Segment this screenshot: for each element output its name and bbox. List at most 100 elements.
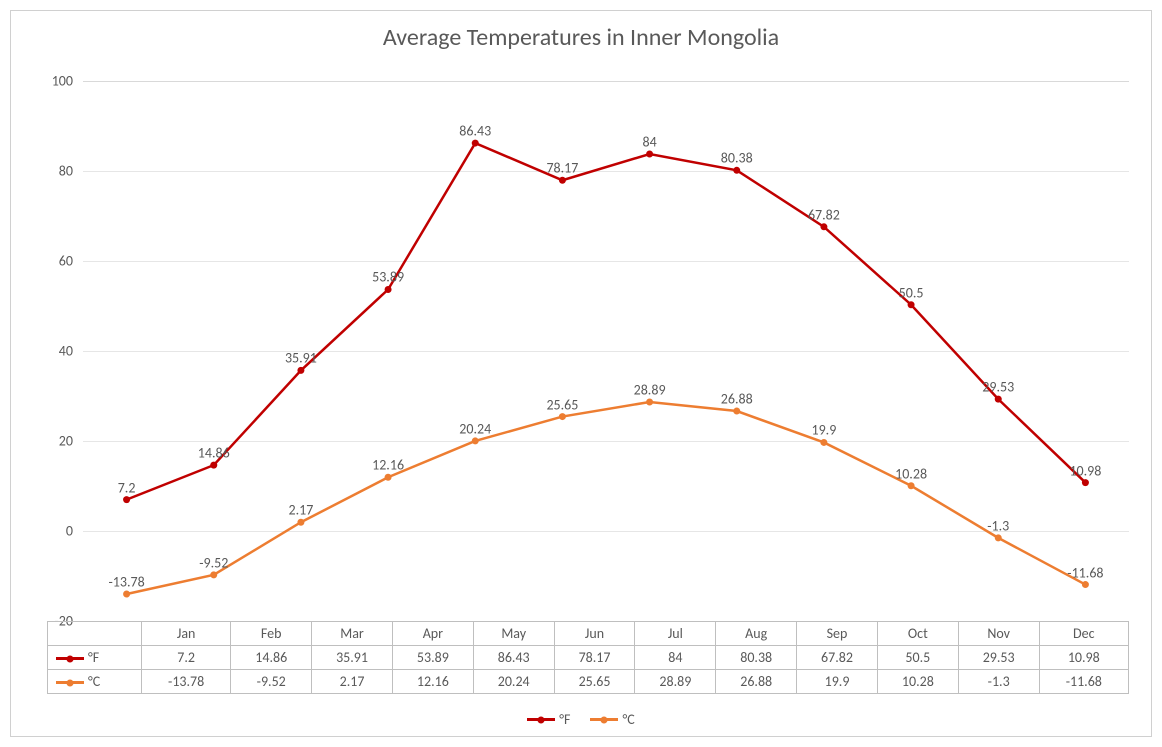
series-marker-f (646, 151, 653, 158)
data-label-c: 19.9 (811, 422, 836, 439)
data-label-c: -1.3 (987, 517, 1009, 534)
data-label-f: 10.98 (1069, 462, 1101, 479)
chart-container: Average Temperatures in Inner Mongolia -… (10, 10, 1152, 737)
data-label-c: -13.78 (108, 574, 144, 591)
series-marker-c (559, 413, 566, 420)
series-marker-f (733, 167, 740, 174)
series-marker-c (123, 591, 130, 598)
y-tick-label: 80 (33, 163, 73, 180)
legend-swatch-icon (590, 718, 618, 721)
series-marker-f (472, 140, 479, 147)
table-cell: 20.24 (473, 670, 554, 694)
table-cell: -1.3 (958, 670, 1039, 694)
series-line-f (127, 143, 1086, 500)
table-row-f: °F7.214.8635.9153.8986.4378.178480.3867.… (48, 646, 1129, 670)
series-marker-f (820, 223, 827, 230)
table-cell: 28.89 (635, 670, 716, 694)
table-header-cell: Nov (958, 622, 1039, 646)
table-cell: 78.17 (554, 646, 635, 670)
plot-area: 7.214.8635.9153.8986.4378.178480.3867.82… (83, 81, 1129, 621)
data-label-f: 86.43 (459, 123, 491, 140)
table-cell: 67.82 (797, 646, 878, 670)
data-label-f: 14.86 (198, 445, 230, 462)
data-label-f: 84 (642, 134, 656, 151)
data-label-c: -11.68 (1067, 564, 1103, 581)
legend: °F °C (11, 708, 1151, 728)
series-marker-c (385, 474, 392, 481)
table-cell: -13.78 (142, 670, 231, 694)
series-marker-c (1082, 581, 1089, 588)
table-cell: 86.43 (473, 646, 554, 670)
series-marker-c (646, 398, 653, 405)
series-marker-f (1082, 479, 1089, 486)
data-label-c: 26.88 (721, 391, 753, 408)
y-tick-label: 100 (33, 73, 73, 90)
series-marker-f (123, 496, 130, 503)
table-header-cell: Aug (716, 622, 797, 646)
series-marker-c (995, 534, 1002, 541)
table-cell: 10.28 (877, 670, 958, 694)
table-header-cell: Dec (1039, 622, 1128, 646)
table-cell: 35.91 (312, 646, 393, 670)
table-cell: 80.38 (716, 646, 797, 670)
legend-swatch-icon (56, 657, 84, 660)
series-marker-c (733, 408, 740, 415)
table-header-cell: Oct (877, 622, 958, 646)
chart-title: Average Temperatures in Inner Mongolia (11, 11, 1151, 52)
table-header-cell: Jan (142, 622, 231, 646)
data-label-c: 28.89 (634, 382, 666, 399)
table-cell: 29.53 (958, 646, 1039, 670)
series-name-label: °F (88, 649, 99, 666)
table-header-cell: Apr (392, 622, 473, 646)
series-marker-c (210, 571, 217, 578)
y-tick-label: 40 (33, 343, 73, 360)
data-label-c: 12.16 (372, 457, 404, 474)
y-tick-label: 60 (33, 253, 73, 270)
table-cell: 84 (635, 646, 716, 670)
legend-item-c: °C (590, 711, 634, 728)
table-header-blank (48, 622, 142, 646)
series-line-c (127, 402, 1086, 594)
table-legend-cell-c: °C (48, 670, 142, 694)
table-cell: 14.86 (231, 646, 312, 670)
legend-label: °C (622, 711, 634, 728)
series-marker-c (908, 482, 915, 489)
table-header-cell: Feb (231, 622, 312, 646)
series-marker-c (297, 519, 304, 526)
data-label-c: -9.52 (199, 554, 228, 571)
chart-lines-svg (83, 82, 1129, 621)
table-cell: 26.88 (716, 670, 797, 694)
table-header-cell: Jun (554, 622, 635, 646)
y-tick-label: 0 (33, 523, 73, 540)
table-header-cell: Jul (635, 622, 716, 646)
data-label-f: 29.53 (982, 379, 1014, 396)
series-marker-c (820, 439, 827, 446)
series-name-label: °C (88, 673, 100, 690)
data-label-c: 2.17 (288, 502, 313, 519)
table-cell: 2.17 (312, 670, 393, 694)
table-header-cell: Mar (312, 622, 393, 646)
data-label-c: 20.24 (459, 421, 491, 438)
table-header-row: JanFebMarAprMayJunJulAugSepOctNovDec (48, 622, 1129, 646)
data-label-c: 10.28 (895, 465, 927, 482)
series-marker-f (908, 301, 915, 308)
series-marker-f (995, 396, 1002, 403)
table-cell: 7.2 (142, 646, 231, 670)
table-cell: 10.98 (1039, 646, 1128, 670)
table-cell: 19.9 (797, 670, 878, 694)
data-label-f: 80.38 (721, 150, 753, 167)
table-cell: -9.52 (231, 670, 312, 694)
table-row-c: °C -13.78-9.522.1712.1620.2425.6528.8926.… (48, 670, 1129, 694)
series-marker-f (297, 367, 304, 374)
table-cell: 12.16 (392, 670, 473, 694)
data-label-f: 35.91 (285, 350, 317, 367)
table-header-cell: Sep (797, 622, 878, 646)
series-marker-f (559, 177, 566, 184)
table-cell: 25.65 (554, 670, 635, 694)
table-cell: -11.68 (1039, 670, 1128, 694)
legend-swatch-icon (56, 681, 84, 684)
data-label-c: 25.65 (546, 396, 578, 413)
series-marker-c (472, 437, 479, 444)
series-marker-f (210, 462, 217, 469)
legend-label: °F (559, 711, 570, 728)
